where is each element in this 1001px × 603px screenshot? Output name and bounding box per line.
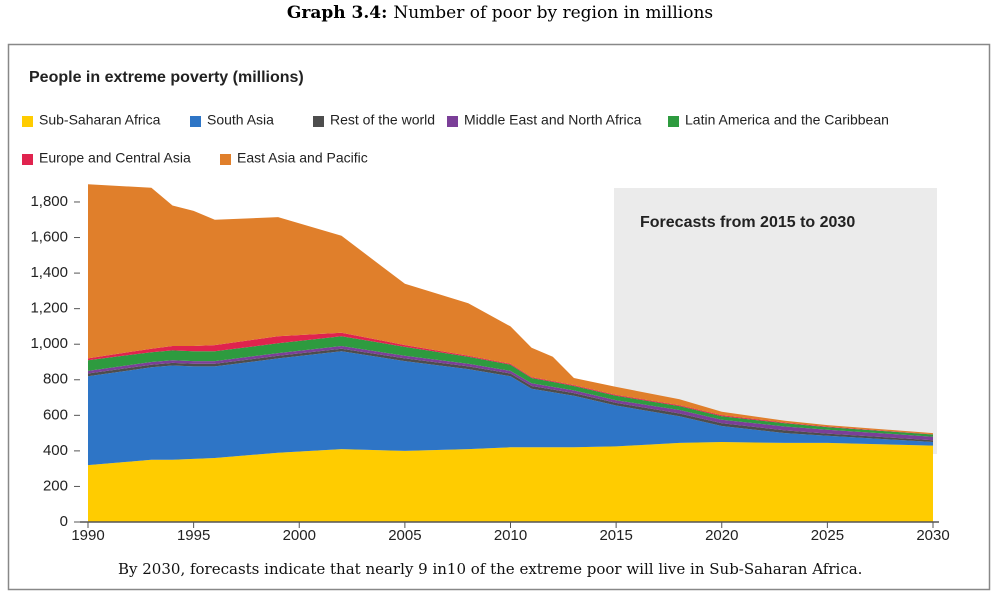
- legend-label: South Asia: [207, 112, 274, 128]
- legend-swatch: [447, 116, 458, 127]
- y-tick-label: 0: [60, 513, 68, 530]
- legend-swatch: [22, 154, 33, 165]
- x-tick-label: 2015: [599, 527, 632, 544]
- x-tick-label: 1995: [177, 527, 210, 544]
- area: [88, 184, 933, 435]
- legend-swatch: [313, 116, 324, 127]
- y-tick-label: 800: [43, 371, 68, 388]
- caption-text: Number of poor by region in millions: [393, 3, 713, 23]
- area: [88, 351, 933, 466]
- x-tick-label: 2010: [494, 527, 527, 544]
- legend-label: Europe and Central Asia: [39, 150, 191, 166]
- x-tick-label: 2030: [916, 527, 949, 544]
- legend-swatch: [220, 154, 231, 165]
- plot: 0 200 400 600 800 1,000 1,200 1,400 1,600 1,800 19…: [22, 112, 950, 544]
- x-tick-label: 2000: [283, 527, 316, 544]
- legend-label: Sub-Saharan Africa: [39, 112, 161, 128]
- y-tick-label: 1,000: [30, 335, 68, 352]
- y-tick-label: 1,800: [30, 193, 68, 210]
- y-tick-label: 600: [43, 406, 68, 423]
- legend-label: Rest of the world: [330, 112, 435, 128]
- caption: Graph 3.4: Number of poor by region in mi…: [287, 3, 713, 23]
- area: [88, 442, 933, 522]
- caption-label: Graph 3.4:: [287, 3, 388, 23]
- y-tick-label: 200: [43, 477, 68, 494]
- note: By 2030, forecasts indicate that nearly …: [118, 560, 862, 578]
- legend-label: Middle East and North Africa: [464, 112, 642, 128]
- annotation: Forecasts from 2015 to 2030: [640, 214, 855, 231]
- legend-label: East Asia and Pacific: [237, 150, 368, 166]
- legend-label: Latin America and the Caribbean: [685, 112, 889, 128]
- chart-title: People in extreme poverty (millions): [29, 69, 304, 86]
- y-tick-label: 400: [43, 442, 68, 459]
- x-tick-label: 2005: [388, 527, 421, 544]
- legend-swatch: [190, 116, 201, 127]
- y-tick-label: 1,600: [30, 229, 68, 246]
- y-tick-label: 1,400: [30, 264, 68, 281]
- y-tick-label: 1,200: [30, 300, 68, 317]
- x-tick-label: 2020: [705, 527, 738, 544]
- legend-swatch: [668, 116, 679, 127]
- x-tick-label: 1990: [71, 527, 104, 544]
- legend-swatch: [22, 116, 33, 127]
- x-tick-label: 2025: [811, 527, 844, 544]
